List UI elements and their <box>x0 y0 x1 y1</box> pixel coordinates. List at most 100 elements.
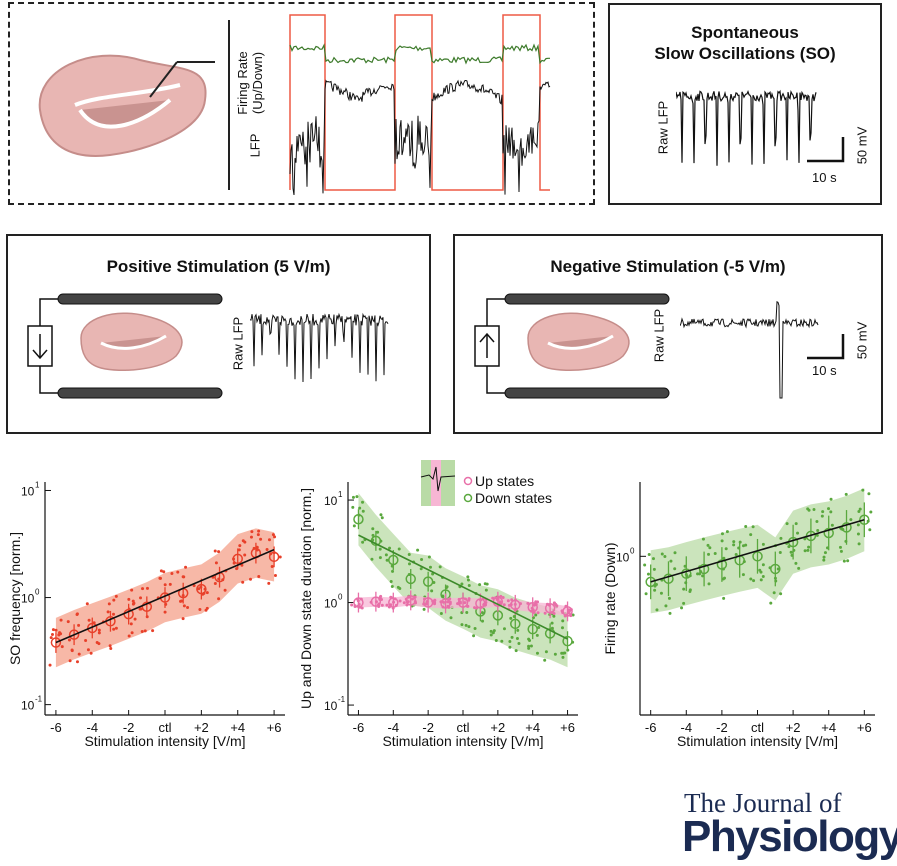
up-states-dot <box>398 599 402 603</box>
down-states-fit <box>358 534 568 640</box>
y-tick-label: 10 <box>324 494 338 508</box>
down-states-dot <box>485 582 489 586</box>
so-frequency-dot <box>238 544 242 548</box>
down-states-dot <box>489 633 493 637</box>
firing-rate-dot <box>868 528 872 532</box>
down-states-dot <box>407 552 411 556</box>
down-states-dot <box>398 586 402 590</box>
up-states-dot <box>473 606 477 610</box>
so-frequency-dot <box>95 641 99 645</box>
down-states-dot <box>351 495 355 499</box>
firing-rate-dot <box>744 524 748 528</box>
so-frequency-dot <box>133 617 137 621</box>
so-frequency-dot <box>70 648 74 652</box>
firing-rate-dot <box>806 548 810 552</box>
so-scalebar <box>807 137 845 163</box>
firing-rate-dot <box>724 547 728 551</box>
down-states-dot <box>465 610 469 614</box>
down-states-dot <box>464 623 468 627</box>
so-frequency-dot <box>213 582 217 586</box>
firing-rate-dot <box>749 533 753 537</box>
so-frequency-dot <box>182 604 186 608</box>
firing-rate-dot <box>769 601 773 605</box>
firing-rate-dot <box>803 537 807 541</box>
positive-raw-lfp-trace <box>250 312 389 383</box>
up-states-mean-point <box>562 606 573 617</box>
firing-rate-dot <box>761 563 765 567</box>
down-states-dot <box>550 621 554 625</box>
y-tick-exponent: -1 <box>338 695 346 704</box>
so-frequency-dot <box>66 620 70 624</box>
so-frequency-dot <box>273 573 277 577</box>
firing-rate-dot <box>816 528 820 532</box>
so-frequency-dot <box>106 610 110 614</box>
up-states-dot <box>536 611 540 615</box>
down-states-mean-point <box>562 635 573 647</box>
firing-rate-dot <box>713 552 717 556</box>
so-frequency-dot <box>256 533 260 537</box>
down-states-dot <box>389 579 393 583</box>
firing-rate-dot <box>652 567 656 571</box>
firing-rate-dot <box>761 574 765 578</box>
firing-rate-dot <box>844 492 848 496</box>
so-frequency-dot <box>87 618 91 622</box>
down-states-dot <box>481 619 485 623</box>
so-frequency-dot <box>49 636 53 640</box>
down-states-dot <box>391 569 395 573</box>
firing-rate-dot <box>664 604 668 608</box>
firing-rate-dot <box>789 550 793 554</box>
x-tick-label: +4 <box>821 720 836 735</box>
so-frequency-dot <box>51 628 55 632</box>
so-title-line1: Spontaneous <box>691 23 799 42</box>
so-frequency-dot <box>243 540 247 544</box>
so-raw-lfp-label: Raw LFP <box>655 100 671 155</box>
so-frequency-dot <box>197 587 201 591</box>
firing-rate-dot <box>867 492 871 496</box>
legend-inset-pink <box>431 460 441 506</box>
firing-rate-dot <box>722 576 726 580</box>
firing-rate-dot <box>822 555 826 559</box>
up-states-dot <box>380 603 384 607</box>
down-states-dot <box>508 640 512 644</box>
so-frequency-dot <box>75 660 79 664</box>
down-states-dot <box>371 527 375 531</box>
up-states-dot <box>458 601 462 605</box>
so-frequency-mean-point <box>87 622 98 634</box>
up-states-mean-point <box>388 597 399 608</box>
y-tick-label: 10 <box>324 699 338 713</box>
positive-trace-path <box>250 312 389 383</box>
so-frequency-dot <box>112 627 116 631</box>
down-states-dot <box>407 562 411 566</box>
down-states-dot <box>361 509 365 513</box>
so-frequency-dot <box>143 629 147 633</box>
legend-down-marker <box>463 493 473 503</box>
firing-rate-dot <box>823 551 827 555</box>
firing-rate-dot <box>646 572 650 576</box>
y-axis-title: Firing rate (Down) <box>602 542 618 654</box>
up-states-dot <box>536 600 540 604</box>
legend-up-label: Up states <box>475 473 534 489</box>
down-states-dot <box>466 575 470 579</box>
down-states-dot <box>466 578 470 582</box>
so-frequency-dot <box>60 645 64 649</box>
firing-rate-dot <box>803 549 807 553</box>
so-frequency-dot <box>163 583 167 587</box>
x-tick-label: +2 <box>490 720 505 735</box>
journal-logo-line1: The Journal of <box>684 788 842 818</box>
so-frequency-dot <box>139 596 143 600</box>
down-states-dot <box>527 644 531 648</box>
so-frequency-dot <box>257 529 261 533</box>
down-states-dot <box>527 637 531 641</box>
firing-rate-dot <box>744 543 748 547</box>
up-states-dot <box>424 602 428 606</box>
so-frequency-dot <box>267 581 271 585</box>
firing-rate-mean-point <box>716 559 728 570</box>
up-states-dot <box>411 597 415 601</box>
so-frequency-dot <box>109 646 113 650</box>
firing-rate-dot <box>830 523 834 527</box>
down-states-dot <box>384 553 388 557</box>
down-states-dot <box>427 555 431 559</box>
firing-rate-dot <box>682 587 686 591</box>
so-frequency-dot <box>158 576 162 580</box>
up-states-dot <box>498 600 502 604</box>
